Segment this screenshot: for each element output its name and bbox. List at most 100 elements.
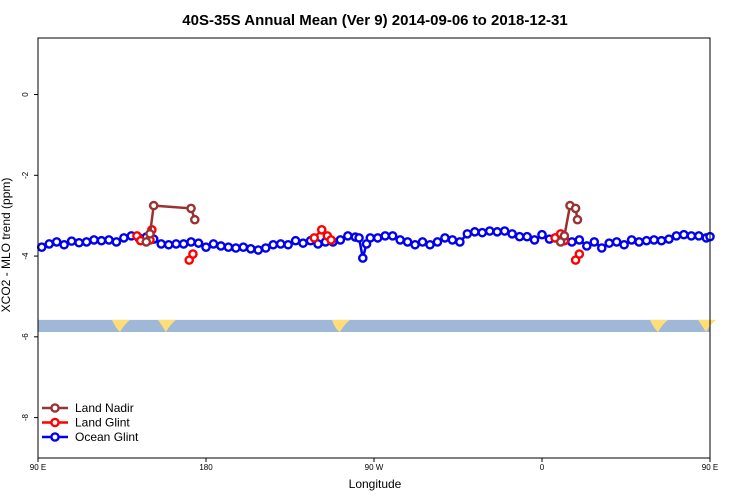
x-tick-label: 90 W: [365, 463, 384, 472]
plot-frame: [37, 37, 711, 459]
land-patch: [698, 319, 716, 332]
data-point: [694, 231, 704, 241]
data-point: [626, 235, 637, 245]
data-point: [589, 237, 600, 247]
data-point: [290, 235, 301, 246]
data-point: [335, 235, 346, 245]
legend-label: Ocean Glint: [75, 430, 139, 444]
data-point: [567, 237, 577, 247]
data-point: [283, 239, 293, 250]
data-point: [559, 231, 570, 241]
data-point: [326, 235, 336, 245]
data-point: [572, 214, 583, 225]
data-point: [686, 231, 697, 241]
x-axis-label: Longitude: [349, 477, 402, 491]
data-point: [208, 239, 219, 249]
x-tick-label: 90 E: [30, 463, 46, 472]
data-point: [380, 231, 391, 241]
data-point: [447, 235, 458, 245]
data-point: [455, 237, 465, 247]
data-point: [522, 231, 532, 242]
data-point: [604, 238, 615, 248]
data-point: [298, 238, 308, 248]
data-point: [223, 242, 234, 252]
x-axis: 90 E 180 90 W 0 90 E: [30, 458, 718, 472]
data-point: [111, 237, 122, 247]
data-point: [596, 243, 607, 253]
x-tick-label: 0: [540, 463, 545, 472]
data-point: [514, 231, 525, 242]
data-point: [96, 235, 107, 246]
legend-label: Land Nadir: [75, 401, 134, 415]
series-layer: [36, 200, 715, 265]
data-point: [529, 235, 540, 245]
data-point: [417, 237, 428, 247]
data-point: [679, 229, 689, 240]
legend-item: Land Glint: [42, 416, 130, 430]
data-point: [395, 235, 405, 245]
data-point: [260, 243, 271, 253]
data-point: [582, 241, 592, 251]
data-point: [148, 200, 159, 211]
data-point: [74, 237, 84, 248]
data-point: [499, 226, 510, 236]
y-tick-label: -4: [21, 252, 30, 260]
data-point: [51, 237, 62, 247]
data-point: [186, 237, 196, 247]
data-point: [664, 234, 674, 244]
data-point: [649, 235, 659, 245]
data-point: [343, 231, 353, 241]
legend-marker: [50, 432, 60, 442]
data-point: [216, 241, 226, 251]
land-patch: [332, 319, 350, 332]
land-patch: [158, 319, 176, 332]
land-patch: [112, 319, 130, 332]
data-point: [492, 227, 503, 237]
data-point: [178, 239, 189, 249]
y-tick-label: 0: [21, 92, 30, 97]
data-point: [365, 233, 376, 243]
y-axis-label: XCO2 - MLO trend (ppm): [0, 178, 13, 313]
land-patch: [650, 319, 668, 332]
data-point: [641, 235, 652, 246]
data-point: [574, 249, 585, 259]
legend-item: Ocean Glint: [42, 430, 139, 444]
data-point: [425, 239, 435, 250]
x-tick-label: 90 E: [702, 463, 718, 472]
data-point: [188, 249, 198, 259]
data-point: [268, 239, 279, 250]
data-point: [231, 243, 241, 253]
data-point: [145, 229, 155, 239]
data-point: [410, 239, 420, 250]
y-tick-label: -8: [21, 414, 30, 422]
data-point: [186, 203, 196, 214]
data-point: [537, 229, 547, 240]
data-point: [104, 235, 114, 245]
legend-marker: [50, 417, 60, 428]
y-tick-label: -2: [21, 171, 30, 179]
data-point: [189, 214, 200, 225]
data-point: [469, 227, 480, 237]
y-axis: 0 -2 -4 -6 -8: [21, 92, 38, 421]
data-point: [238, 242, 249, 252]
data-point: [245, 244, 256, 254]
data-point: [119, 233, 129, 243]
data-point: [387, 231, 398, 241]
data-point: [570, 203, 581, 214]
legend-label: Land Glint: [75, 416, 130, 430]
data-point: [477, 227, 488, 238]
data-point: [81, 237, 92, 247]
data-point: [156, 239, 166, 249]
data-point: [201, 242, 211, 252]
data-point: [141, 237, 152, 247]
series-ocean-glint: [36, 226, 715, 263]
legend-marker: [50, 403, 60, 413]
data-point: [656, 235, 667, 246]
data-point: [671, 231, 682, 241]
data-point: [432, 237, 443, 247]
data-point: [253, 245, 264, 255]
data-point: [484, 226, 495, 236]
data-point: [440, 233, 450, 243]
